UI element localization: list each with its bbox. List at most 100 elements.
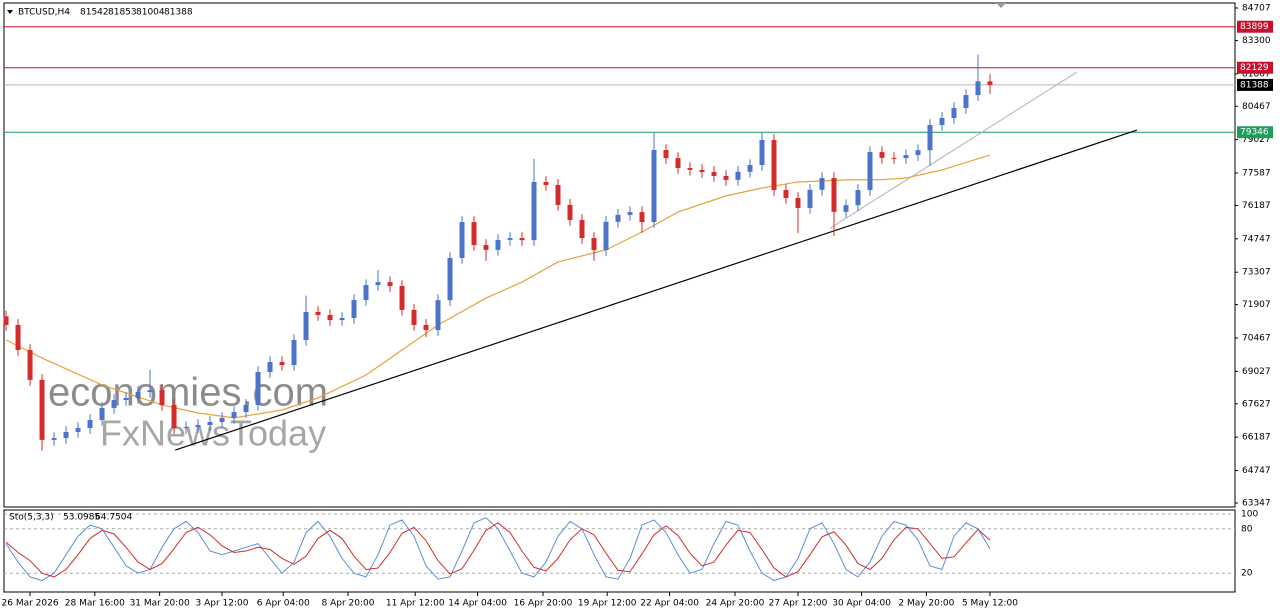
candle-body	[615, 214, 621, 222]
candle-body	[135, 391, 141, 398]
candle-body	[99, 407, 105, 420]
candle-body	[435, 300, 441, 331]
candle-body	[723, 175, 729, 180]
stochastic-line	[5, 522, 991, 578]
candle-body	[591, 238, 597, 251]
candle-body	[195, 425, 201, 428]
candle-body	[327, 314, 333, 321]
symbol-title: BTCUSD,H4	[18, 8, 70, 18]
y-tick-label: 100	[1241, 510, 1258, 520]
candle-body	[423, 324, 429, 331]
candle-body	[183, 427, 189, 429]
candle-body	[159, 390, 165, 405]
x-tick-label: 19 Apr 12:00	[578, 599, 637, 609]
candle-body	[399, 286, 405, 310]
level-label: 82129	[1240, 63, 1269, 73]
candle-body	[291, 340, 297, 366]
candle-body	[27, 349, 33, 380]
candle-body	[627, 212, 633, 215]
candle-body	[207, 422, 213, 426]
level-label: 79346	[1240, 128, 1269, 138]
candle-body	[219, 417, 225, 423]
oscillator-value: 53.0985	[63, 513, 100, 523]
candle-body	[171, 404, 177, 429]
candle-body	[315, 311, 321, 315]
header-value: 81853	[108, 8, 137, 18]
trendline	[830, 71, 1078, 229]
y-tick-label: 84707	[1242, 4, 1271, 14]
candle-body	[15, 324, 21, 350]
candle-body	[387, 282, 393, 287]
x-tick-label: 3 Apr 12:00	[196, 599, 249, 609]
y-tick-label: 83300	[1242, 36, 1271, 46]
candle-body	[447, 257, 453, 301]
candle-body	[339, 318, 345, 321]
candle-body	[63, 432, 69, 439]
candle-body	[867, 152, 873, 191]
candle-body	[639, 212, 645, 223]
y-tick-label: 20	[1241, 569, 1253, 579]
candle-body	[363, 285, 369, 300]
level-box	[1237, 61, 1273, 74]
x-tick-label: 5 May 12:00	[962, 599, 1018, 609]
y-tick-label: 80467	[1242, 102, 1271, 112]
candle-body	[543, 181, 549, 185]
candle-body	[147, 390, 153, 392]
candle-body	[663, 149, 669, 159]
candle-body	[891, 157, 897, 159]
candle-body	[915, 150, 921, 156]
candle-body	[747, 165, 753, 172]
shift-marker	[996, 3, 1006, 8]
candle-body	[75, 428, 81, 433]
candle-body	[459, 222, 465, 258]
candle-body	[759, 140, 765, 166]
moving-average	[5, 154, 991, 419]
y-tick-label: 63347	[1242, 499, 1271, 509]
candle-body	[87, 419, 93, 429]
x-tick-label: 30 Apr 04:00	[832, 599, 891, 609]
y-tick-label: 74747	[1242, 234, 1271, 244]
candle-body	[963, 95, 969, 109]
candle-body	[39, 379, 45, 440]
header-value: 81388	[164, 8, 193, 18]
candle-body	[495, 239, 501, 250]
candle-body	[687, 168, 693, 170]
x-tick-label: 2 May 20:00	[898, 599, 954, 609]
candle-body	[987, 81, 993, 85]
y-tick-label: 67627	[1242, 399, 1271, 409]
x-tick-label: 31 Mar 20:00	[130, 599, 190, 609]
candle-body	[3, 316, 9, 325]
header-value: 81542	[80, 8, 109, 18]
candle-body	[831, 178, 837, 212]
candle-body	[519, 238, 525, 241]
last-price-label: 81388	[1240, 80, 1269, 90]
candle-body	[855, 190, 861, 206]
candle-body	[927, 124, 933, 151]
x-tick-label: 27 Apr 12:00	[769, 599, 828, 609]
candle-body	[111, 400, 117, 408]
price-panel	[3, 2, 1236, 508]
last-price-box	[1237, 78, 1273, 91]
level-box	[1237, 20, 1273, 33]
candle-body	[795, 197, 801, 208]
level-box	[1237, 126, 1273, 139]
candle-body	[951, 108, 957, 119]
candle-body	[819, 178, 825, 190]
x-tick-label: 22 Apr 04:00	[640, 599, 699, 609]
candle-body	[843, 205, 849, 212]
candle-body	[651, 149, 657, 223]
candle-body	[51, 438, 57, 440]
header-value: 81004	[136, 8, 165, 18]
candle-body	[471, 222, 477, 246]
x-tick-label: 24 Apr 20:00	[706, 599, 765, 609]
level-label: 83899	[1240, 22, 1269, 32]
candle-body	[675, 158, 681, 169]
candle-body	[807, 189, 813, 208]
candle-body	[879, 152, 885, 158]
candle-body	[303, 311, 309, 341]
candle-body	[555, 184, 561, 205]
x-tick-label: 28 Mar 16:00	[65, 599, 125, 609]
x-tick-label: 11 Apr 12:00	[386, 599, 445, 609]
candle-body	[123, 397, 129, 401]
